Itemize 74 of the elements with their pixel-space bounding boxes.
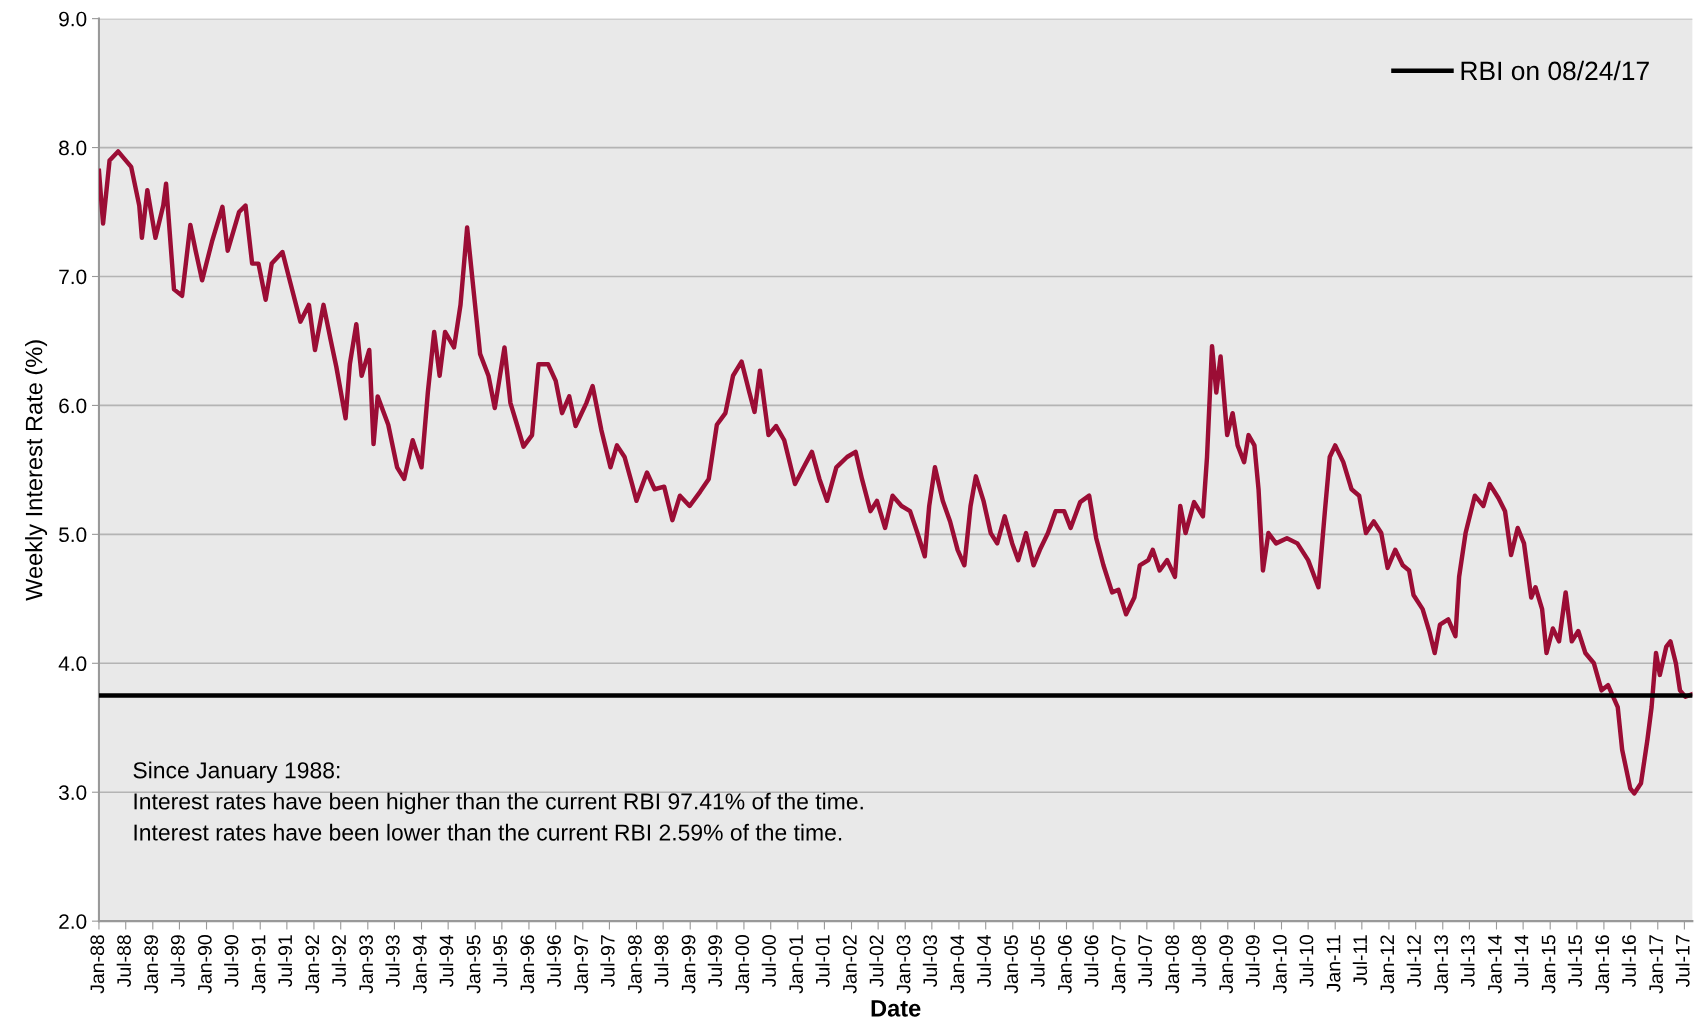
x-tick-label: Jul-01	[815, 935, 830, 987]
x-tick-label: Jan-15	[1541, 935, 1556, 994]
x-tick-label: Jul-07	[1137, 935, 1153, 987]
x-tick-label: Jan-01	[789, 935, 804, 994]
x-tick-label: Jul-97	[600, 935, 615, 987]
x-tick-label: Jan-95	[466, 935, 481, 994]
x-tick-label: Jul-94	[439, 934, 454, 987]
x-tick-label: Jan-98	[627, 935, 642, 994]
x-tick-label: Jan-06	[1057, 935, 1072, 994]
x-tick-label: Jul-88	[116, 935, 131, 987]
x-tick-label: Jan-91	[251, 935, 266, 994]
y-axis-title: Weekly Interest Rate (%)	[25, 340, 48, 601]
x-tick-label: Jul-16	[1621, 935, 1636, 987]
x-tick-label: Jan-16	[1595, 935, 1610, 994]
x-tick-label: Jan-02	[842, 935, 857, 994]
annotation: Since January 1988:	[133, 761, 340, 783]
x-tick-label: Jul-06	[1084, 935, 1099, 987]
x-tick-label: Jan-17	[1649, 935, 1663, 994]
x-tick-label: Jul-14	[1514, 934, 1529, 987]
y-tick-label: 5.0	[59, 527, 87, 543]
x-tick-label: Jul-89	[170, 935, 185, 987]
x-tick-label: Jan-96	[520, 935, 535, 994]
x-tick-label: Jul-91	[277, 935, 293, 987]
y-tick-label: 8.0	[59, 140, 87, 156]
annotation: Interest rates have been lower than the current RBI 2.59% of the time.	[134, 823, 842, 841]
x-tick-label: Jul-10	[1299, 935, 1314, 987]
y-tick-label: 3.0	[58, 785, 87, 800]
x-tick-label: Jan-10	[1272, 935, 1287, 994]
x-tick-label: Jul-17	[1675, 935, 1690, 987]
x-tick-label: Jul-11	[1352, 935, 1368, 986]
x-tick-label: Jan-14	[1488, 934, 1502, 994]
x-tick-label: Jul-90	[224, 935, 239, 987]
x-tick-label: Jul-99	[707, 935, 723, 987]
x-tick-label: Jan-09	[1219, 935, 1233, 994]
x-tick-label: Jul-95	[492, 935, 508, 987]
x-tick-label: Jul-92	[331, 935, 346, 987]
x-tick-label: Jan-13	[1434, 935, 1448, 994]
x-tick-label: Jan-97	[574, 935, 589, 994]
x-tick-label: Jan-12	[1380, 935, 1395, 994]
x-tick-label: Jan-90	[197, 935, 212, 994]
x-tick-label: Jul-02	[869, 935, 884, 987]
x-tick-label: Jan-94	[412, 934, 427, 994]
y-tick-label: 9.0	[59, 11, 87, 27]
x-tick-label: Jul-12	[1406, 935, 1421, 987]
x-tick-label: Jul-09	[1245, 935, 1260, 987]
x-tick-label: Jan-04	[950, 934, 965, 994]
x-tick-label: Jan-05	[1004, 935, 1019, 994]
x-tick-label: Jul-05	[1030, 935, 1045, 987]
x-tick-label: Jan-03	[896, 935, 911, 994]
x-tick-label: Jul-04	[976, 934, 991, 987]
y-tick-label: 4.0	[58, 656, 87, 672]
x-tick-label: Jul-03	[922, 935, 938, 987]
x-tick-label: Jul-96	[546, 935, 561, 987]
x-tick-label: Jul-98	[654, 935, 669, 987]
x-tick-label: Jan-07	[1111, 935, 1126, 994]
x-tick-label: Jan-00	[735, 935, 750, 994]
x-tick-label: Jan-93	[359, 935, 374, 994]
x-tick-label: Jul-08	[1191, 935, 1206, 987]
annotation: Interest rates have been higher than the current RBI 97.41% of the time.	[134, 792, 863, 815]
y-tick-label: 2.0	[59, 914, 87, 929]
x-tick-label: Jan-99	[681, 935, 696, 994]
x-tick-label: Jul-00	[761, 935, 776, 987]
x-tick-label: Jan-88	[90, 935, 105, 994]
y-tick-label: 7.0	[59, 269, 87, 285]
x-tick-label: Jan-08	[1165, 935, 1180, 994]
x-tick-label: Jan-89	[144, 935, 159, 994]
x-tick-label: Jul-13	[1460, 935, 1475, 987]
x-tick-label: Jul-93	[385, 935, 400, 987]
x-tick-label: Jan-92	[305, 935, 320, 994]
y-tick-label: 6.0	[59, 398, 87, 414]
legend-label: RBI on 08/24/17	[1461, 60, 1649, 81]
x-axis-title: Date	[871, 1000, 921, 1017]
x-tick-label: Jan-11	[1326, 935, 1341, 993]
x-tick-label: Jul-15	[1567, 935, 1583, 987]
